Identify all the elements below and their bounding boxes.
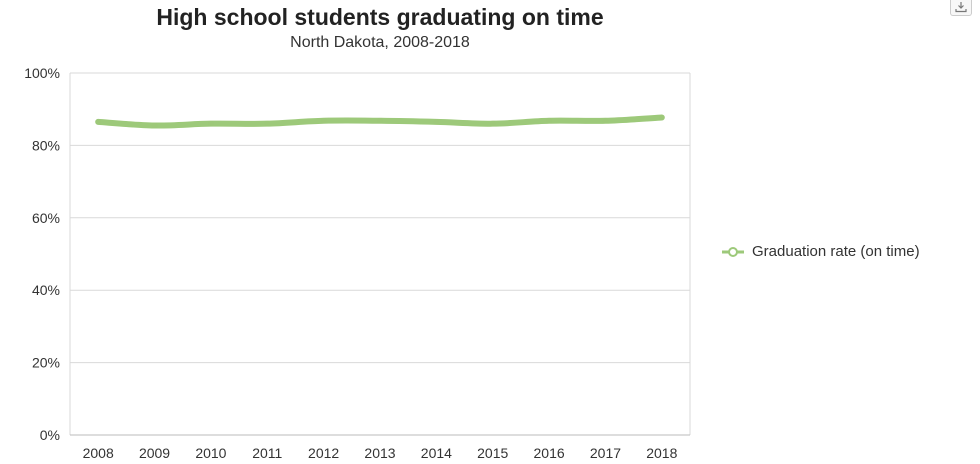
y-tick-label: 100% (24, 65, 60, 81)
data-point[interactable] (433, 119, 439, 125)
data-point[interactable] (208, 121, 214, 127)
gridlines (69, 72, 691, 436)
data-point[interactable] (321, 118, 327, 124)
data-point[interactable] (490, 121, 496, 127)
x-tick-label: 2012 (308, 445, 339, 461)
chart-subtitle: North Dakota, 2008-2018 (290, 34, 470, 51)
legend-item-graduation-rate[interactable]: Graduation rate (on time) (722, 243, 920, 260)
data-point[interactable] (152, 122, 158, 128)
data-point[interactable] (602, 118, 608, 124)
x-tick-label: 2018 (646, 445, 677, 461)
x-tick-label: 2015 (477, 445, 508, 461)
x-tick-label: 2016 (534, 445, 565, 461)
y-tick-label: 20% (32, 355, 60, 371)
y-tick-label: 60% (32, 210, 60, 226)
x-tick-label: 2013 (364, 445, 395, 461)
download-icon (955, 2, 967, 13)
y-tick-label: 0% (40, 427, 60, 443)
legend-label: Graduation rate (on time) (752, 243, 920, 260)
y-axis-ticks: 0% 20% 40% 60% 80% 100% (24, 65, 60, 443)
x-tick-label: 2017 (590, 445, 621, 461)
chart-title: High school students graduating on time (156, 4, 604, 30)
x-tick-label: 2010 (195, 445, 226, 461)
y-tick-label: 80% (32, 137, 60, 153)
x-tick-label: 2011 (252, 445, 282, 461)
x-tick-label: 2009 (139, 445, 170, 461)
data-point[interactable] (95, 119, 101, 125)
export-button[interactable] (950, 0, 972, 16)
x-tick-label: 2008 (83, 445, 114, 461)
legend-marker-icon (722, 246, 744, 257)
data-point[interactable] (659, 115, 665, 121)
series-line[interactable] (95, 114, 665, 129)
data-point[interactable] (546, 118, 552, 124)
x-axis-ticks: 2008 2009 2010 2011 2012 2013 2014 2015 2016 2017… (83, 445, 678, 461)
x-tick-label: 2014 (421, 445, 452, 461)
data-point[interactable] (264, 121, 270, 127)
series-lines (95, 114, 665, 129)
data-point[interactable] (377, 118, 383, 124)
y-tick-label: 40% (32, 282, 60, 298)
